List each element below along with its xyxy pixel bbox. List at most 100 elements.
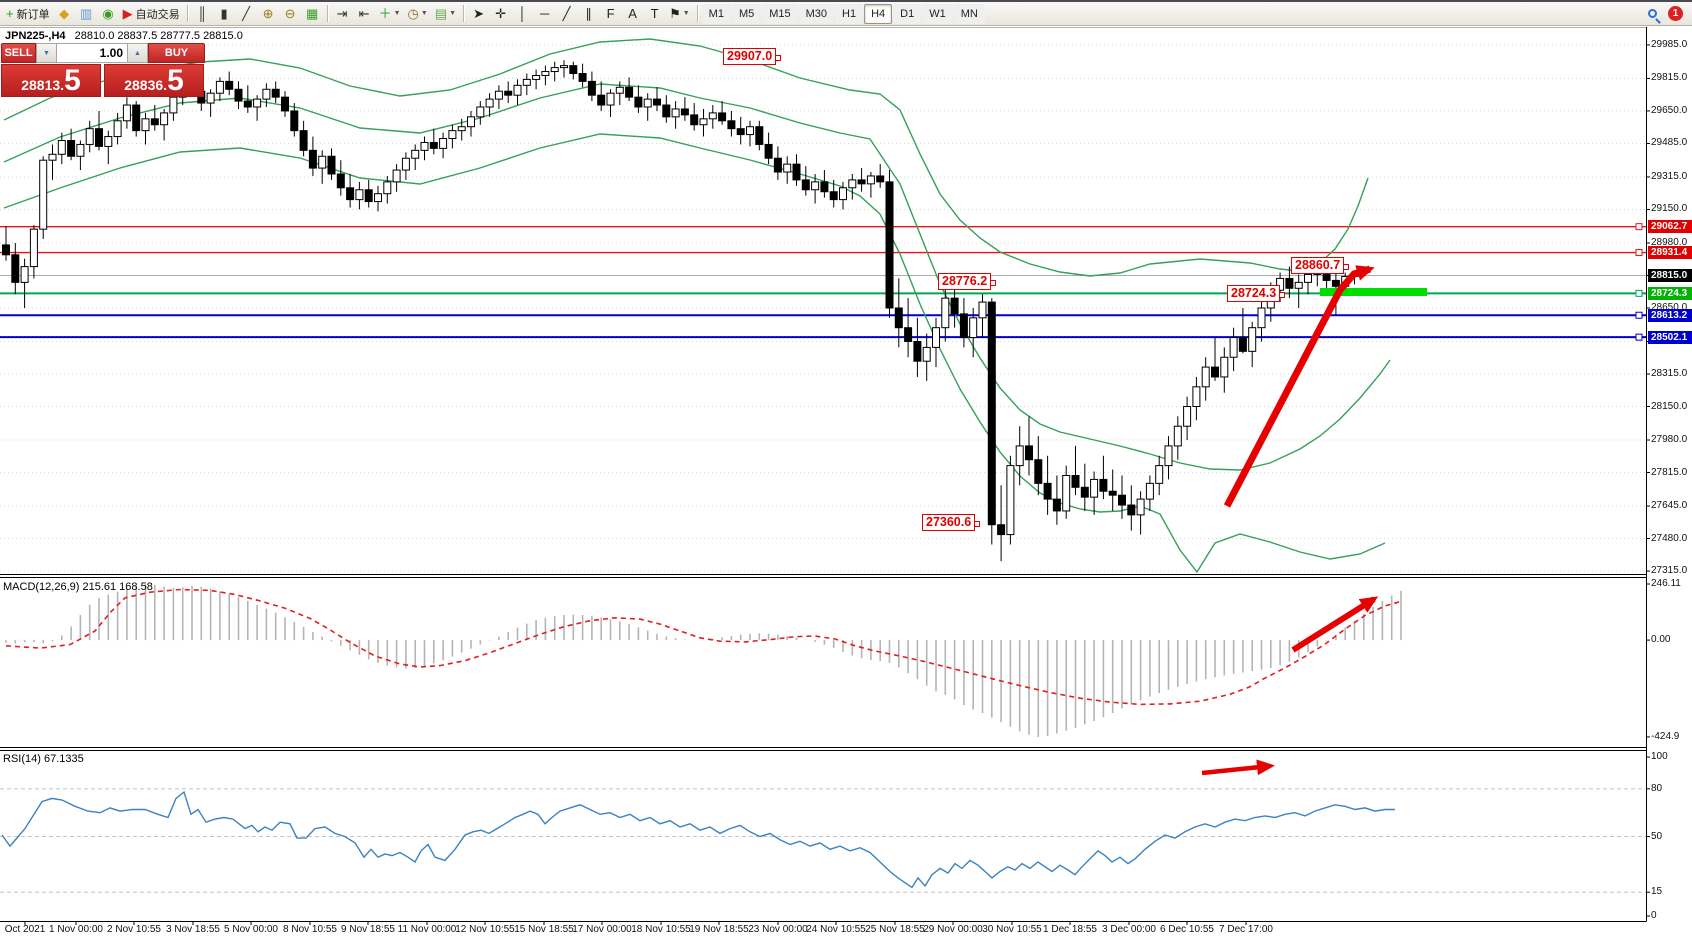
cloud-icon: ▥ xyxy=(79,6,93,21)
search-button[interactable] xyxy=(1642,4,1663,24)
vertical-line-icon: │ xyxy=(518,6,527,21)
time-axis-label: 19 Nov 18:55 xyxy=(689,924,749,935)
y-axis-label: 27480.0 xyxy=(1651,532,1688,544)
template-icon: ▤ xyxy=(434,6,448,21)
time-axis-label: 29 Nov 00:00 xyxy=(923,924,983,935)
zoom-in-button[interactable]: ⊕ xyxy=(258,4,279,24)
macd-indicator xyxy=(5,583,1650,738)
buy-price-box[interactable]: 28836. 5 xyxy=(104,64,204,97)
y-axis-label: 27645.0 xyxy=(1651,500,1688,512)
chart-shift-button[interactable]: ⇤ xyxy=(354,4,375,24)
macd-axis-label: -424.9 xyxy=(1651,730,1680,742)
sell-price-box[interactable]: 28813. 5 xyxy=(1,64,101,97)
price-callout[interactable]: 28724.3 xyxy=(1227,285,1286,302)
autotrade-icon: ▶ xyxy=(122,6,133,21)
tile-windows-button[interactable]: ▦ xyxy=(302,4,323,24)
auto-scroll-button[interactable]: ⇥ xyxy=(332,4,353,24)
toolbar-separator xyxy=(326,5,328,22)
timeframe-m15[interactable]: M15 xyxy=(762,3,798,24)
signal-icon: ◉ xyxy=(102,6,114,21)
crosshair-button[interactable]: ✛ xyxy=(490,4,511,24)
rsi-trend-arrow[interactable] xyxy=(1201,759,1275,776)
templates-button[interactable]: ▤ ▼ xyxy=(432,4,459,24)
y-axis-label: 27980.0 xyxy=(1651,434,1688,445)
trendline-icon: ╱ xyxy=(562,6,571,21)
timeframe-d1[interactable]: D1 xyxy=(893,3,922,24)
time-axis-label: 18 Nov 10:55 xyxy=(631,924,691,935)
zoom-out-button[interactable]: ⊖ xyxy=(280,4,301,24)
time-axis-label: 24 Nov 10:55 xyxy=(806,924,866,935)
y-axis-label: 29815.0 xyxy=(1651,72,1688,84)
candle-chart-button[interactable]: ▮ xyxy=(214,4,235,24)
timeframe-w1[interactable]: W1 xyxy=(922,3,953,24)
rsi-line xyxy=(1,790,1395,889)
timeframe-h1[interactable]: H1 xyxy=(835,3,864,24)
chart-shift-icon: ⇤ xyxy=(358,6,370,21)
candlestick-series[interactable] xyxy=(2,60,1359,562)
hline-button[interactable]: ─ xyxy=(534,4,555,24)
signals-button[interactable]: ◉ xyxy=(98,4,119,24)
candle-chart-icon: ▮ xyxy=(220,6,228,21)
sell-button[interactable]: SELL xyxy=(1,43,36,63)
timeframe-m1[interactable]: M1 xyxy=(701,3,731,24)
green-highlight-bar[interactable] xyxy=(1320,288,1427,296)
chart-title: JPN225-,H4 28810.0 28837.5 28777.5 28815… xyxy=(5,30,243,42)
line-chart-button[interactable]: ╱ xyxy=(236,4,257,24)
data-window-button[interactable]: ▥ xyxy=(76,4,97,24)
cursor-button[interactable]: ➤ xyxy=(468,4,489,24)
volume-down-button[interactable]: ▼ xyxy=(36,43,57,63)
time-axis-label: 12 Nov 10:55 xyxy=(455,924,515,935)
price-callout[interactable]: 28860.7 xyxy=(1291,257,1350,274)
macd-trend-arrow[interactable] xyxy=(1291,596,1379,653)
search-icon xyxy=(1648,9,1657,18)
market-watch-button[interactable]: ◆ xyxy=(54,4,75,24)
time-axis-label: 5 Nov 00:00 xyxy=(224,924,278,935)
zoom-out-icon: ⊖ xyxy=(284,6,296,21)
macd-signal-line xyxy=(5,588,1401,706)
bar-chart-button[interactable]: ║ xyxy=(192,4,213,24)
zoom-in-icon: ⊕ xyxy=(262,6,274,21)
time-axis-label: 9 Nov 18:55 xyxy=(341,924,395,935)
channel-button[interactable]: ∥ xyxy=(578,4,599,24)
time-axis-label: 8 Nov 10:55 xyxy=(283,924,337,935)
fibonacci-button[interactable]: F xyxy=(600,4,621,24)
periods-button[interactable]: ◷ ▼ xyxy=(405,4,431,24)
macd-axis-label: 0.00 xyxy=(1651,634,1671,646)
autotrade-button[interactable]: ▶ 自动交易 xyxy=(120,4,183,24)
timeframe-m5[interactable]: M5 xyxy=(731,3,762,24)
price-callout[interactable]: 27360.6 xyxy=(922,514,981,531)
timeframe-mn[interactable]: MN xyxy=(953,3,985,24)
text-icon: A xyxy=(628,6,637,21)
trendline-button[interactable]: ╱ xyxy=(556,4,577,24)
one-click-trade-panel: SELL ▼ ▲ BUY 28813.5 28836.5 xyxy=(1,43,205,97)
indicators-button[interactable]: ＋ ▼ xyxy=(376,4,404,24)
time-axis-label: 11 Nov 00:00 xyxy=(397,924,457,935)
main-trend-arrow[interactable] xyxy=(1223,265,1375,508)
buy-button[interactable]: BUY xyxy=(148,43,205,63)
price-badge: 28502.1 xyxy=(1648,330,1692,344)
vline-button[interactable]: │ xyxy=(512,4,533,24)
price-badge: 28724.3 xyxy=(1648,286,1692,300)
price-callout[interactable]: 28776.2 xyxy=(938,273,997,290)
autotrade-button-label: 自动交易 xyxy=(135,8,180,21)
label-button[interactable]: T xyxy=(644,4,665,24)
y-axis-label: 29150.0 xyxy=(1651,203,1688,215)
volume-input[interactable] xyxy=(57,43,127,63)
timeframe-h4[interactable]: H4 xyxy=(864,3,893,24)
text-button[interactable]: A xyxy=(622,4,643,24)
new-order-button[interactable]: + 新订单 xyxy=(3,4,53,24)
notification-badge[interactable]: 1 xyxy=(1668,6,1683,21)
shapes-button[interactable]: ⚑ ▼ xyxy=(666,4,693,24)
new-order-button-label: 新订单 xyxy=(16,8,50,21)
volume-up-button[interactable]: ▲ xyxy=(127,43,148,63)
y-axis-label: 28315.0 xyxy=(1651,367,1688,379)
time-axis-label: 15 Nov 18:55 xyxy=(514,924,574,935)
rsi-axis-label: 50 xyxy=(1651,830,1663,842)
price-callout[interactable]: 29907.0 xyxy=(723,48,782,65)
time-axis-label: 23 Nov 00:00 xyxy=(748,924,808,935)
timeframe-m30[interactable]: M30 xyxy=(798,3,835,24)
y-axis-label: 29650.0 xyxy=(1651,104,1688,116)
